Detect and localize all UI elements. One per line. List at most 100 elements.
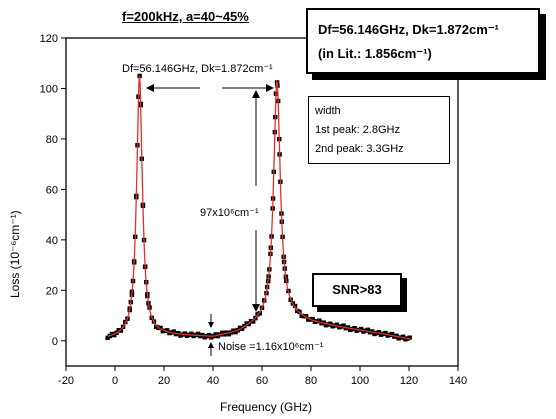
data-point — [378, 332, 384, 337]
data-point — [226, 332, 232, 337]
chart-title: f=200kHz, a=40~45% — [122, 9, 249, 24]
data-point — [292, 303, 298, 309]
x-tick-label: 0 — [112, 375, 118, 387]
data-point — [116, 328, 121, 333]
data-point — [317, 318, 322, 323]
result-line-1: Df=56.146GHz, Dk=1.872cm⁻¹ — [318, 22, 500, 37]
data-point — [352, 326, 357, 331]
data-point — [239, 326, 245, 331]
noise-annotation: Noise =1.16x10⁶cm⁻¹ — [218, 341, 324, 353]
width-box: width 1st peak: 2.8GHz 2nd peak: 3.3GHz — [308, 96, 450, 164]
x-tick-label: 120 — [400, 375, 418, 387]
data-point — [206, 332, 212, 338]
data-point — [195, 331, 201, 337]
noise-arrow-top-head — [208, 322, 214, 328]
data-point — [164, 328, 170, 333]
df-arrow-head-left — [146, 84, 154, 92]
data-point — [184, 333, 190, 339]
data-point — [376, 330, 382, 335]
data-point — [396, 336, 401, 341]
data-point — [171, 329, 176, 334]
data-point — [182, 331, 188, 336]
data-point — [389, 331, 395, 337]
y-tick-label: 20 — [46, 285, 58, 297]
x-tick-label: 20 — [158, 375, 170, 387]
x-tick-label: 80 — [305, 375, 317, 387]
axis-ticks: -20 0 20 40 60 80 100 120 140 0 20 40 60 80 100 120 — [40, 33, 468, 387]
data-point — [312, 319, 318, 325]
df-arrow-head-right — [266, 84, 274, 92]
y-axis-label-wrap: Loss (10⁻⁶cm⁻¹) — [6, 210, 26, 418]
data-point — [237, 325, 243, 331]
height-annotation: 97x10⁶cm⁻¹ — [200, 207, 259, 219]
data-point — [220, 330, 225, 335]
data-point — [215, 333, 221, 339]
data-point — [403, 337, 408, 342]
data-point — [233, 329, 238, 335]
data-point — [299, 313, 304, 319]
y-axis-label: Loss (10⁻⁶cm⁻¹) — [8, 210, 22, 298]
y-tick-label: 60 — [46, 184, 58, 196]
data-point — [361, 329, 366, 334]
snr-box: SNR>83 — [312, 273, 402, 307]
data-point — [105, 335, 110, 341]
data-point — [328, 321, 333, 326]
width-peak-1: 1st peak: 2.8GHz — [315, 124, 400, 136]
width-peak-2: 2nd peak: 3.3GHz — [315, 143, 404, 155]
data-point — [250, 319, 256, 324]
x-tick-label: 60 — [256, 375, 268, 387]
x-axis-label: Frequency (GHz) — [220, 400, 313, 414]
annotation-lines — [146, 84, 274, 356]
y-tick-label: 0 — [52, 336, 58, 348]
data-point — [330, 324, 335, 329]
fit-curve — [107, 75, 412, 340]
data-point — [189, 331, 194, 336]
data-point — [244, 321, 249, 326]
data-point — [383, 330, 388, 336]
data-point — [359, 326, 364, 332]
data-point — [334, 322, 340, 327]
result-line-2: (in Lit.: 1.856cm⁻¹) — [318, 46, 432, 61]
data-point — [167, 330, 172, 336]
data-point — [202, 335, 207, 340]
data-point — [160, 328, 165, 334]
data-point — [385, 333, 390, 338]
x-tick-label: 140 — [449, 375, 467, 387]
data-point — [354, 328, 360, 333]
data-point — [153, 324, 159, 330]
data-point — [112, 332, 117, 338]
data-point — [191, 333, 196, 339]
height-arrow-head-bottom — [252, 304, 260, 312]
data-point — [336, 325, 342, 330]
data-point — [372, 331, 377, 337]
df-annotation: Df=56.146GHz, Dk=1.872cm⁻¹ — [122, 63, 273, 75]
y-tick-label: 80 — [46, 134, 58, 146]
data-point — [231, 328, 236, 333]
data-point — [118, 328, 124, 333]
data-point — [209, 335, 214, 340]
noise-arrow-bottom-head — [208, 342, 214, 348]
fit-line — [107, 75, 412, 340]
data-point — [178, 333, 183, 338]
data-point — [213, 332, 218, 337]
data-point — [400, 334, 406, 339]
height-arrow-head-top — [252, 90, 260, 98]
data-point — [303, 314, 309, 319]
data-point — [109, 331, 115, 337]
y-tick-label: 120 — [40, 33, 58, 45]
x-tick-label: 100 — [351, 375, 369, 387]
data-point — [341, 323, 346, 328]
data-point — [158, 325, 163, 331]
y-tick-label: 100 — [40, 83, 58, 95]
data-point — [365, 327, 371, 333]
y-tick-label: 40 — [46, 235, 58, 247]
width-label: width — [315, 105, 341, 117]
data-point — [306, 317, 311, 322]
data-point — [407, 335, 412, 340]
plot-frame — [65, 37, 459, 367]
data-point — [323, 323, 329, 328]
x-tick-label: 40 — [207, 375, 219, 387]
result-box: Df=56.146GHz, Dk=1.872cm⁻¹ (in Lit.: 1.8… — [306, 8, 540, 74]
data-point — [348, 327, 353, 333]
